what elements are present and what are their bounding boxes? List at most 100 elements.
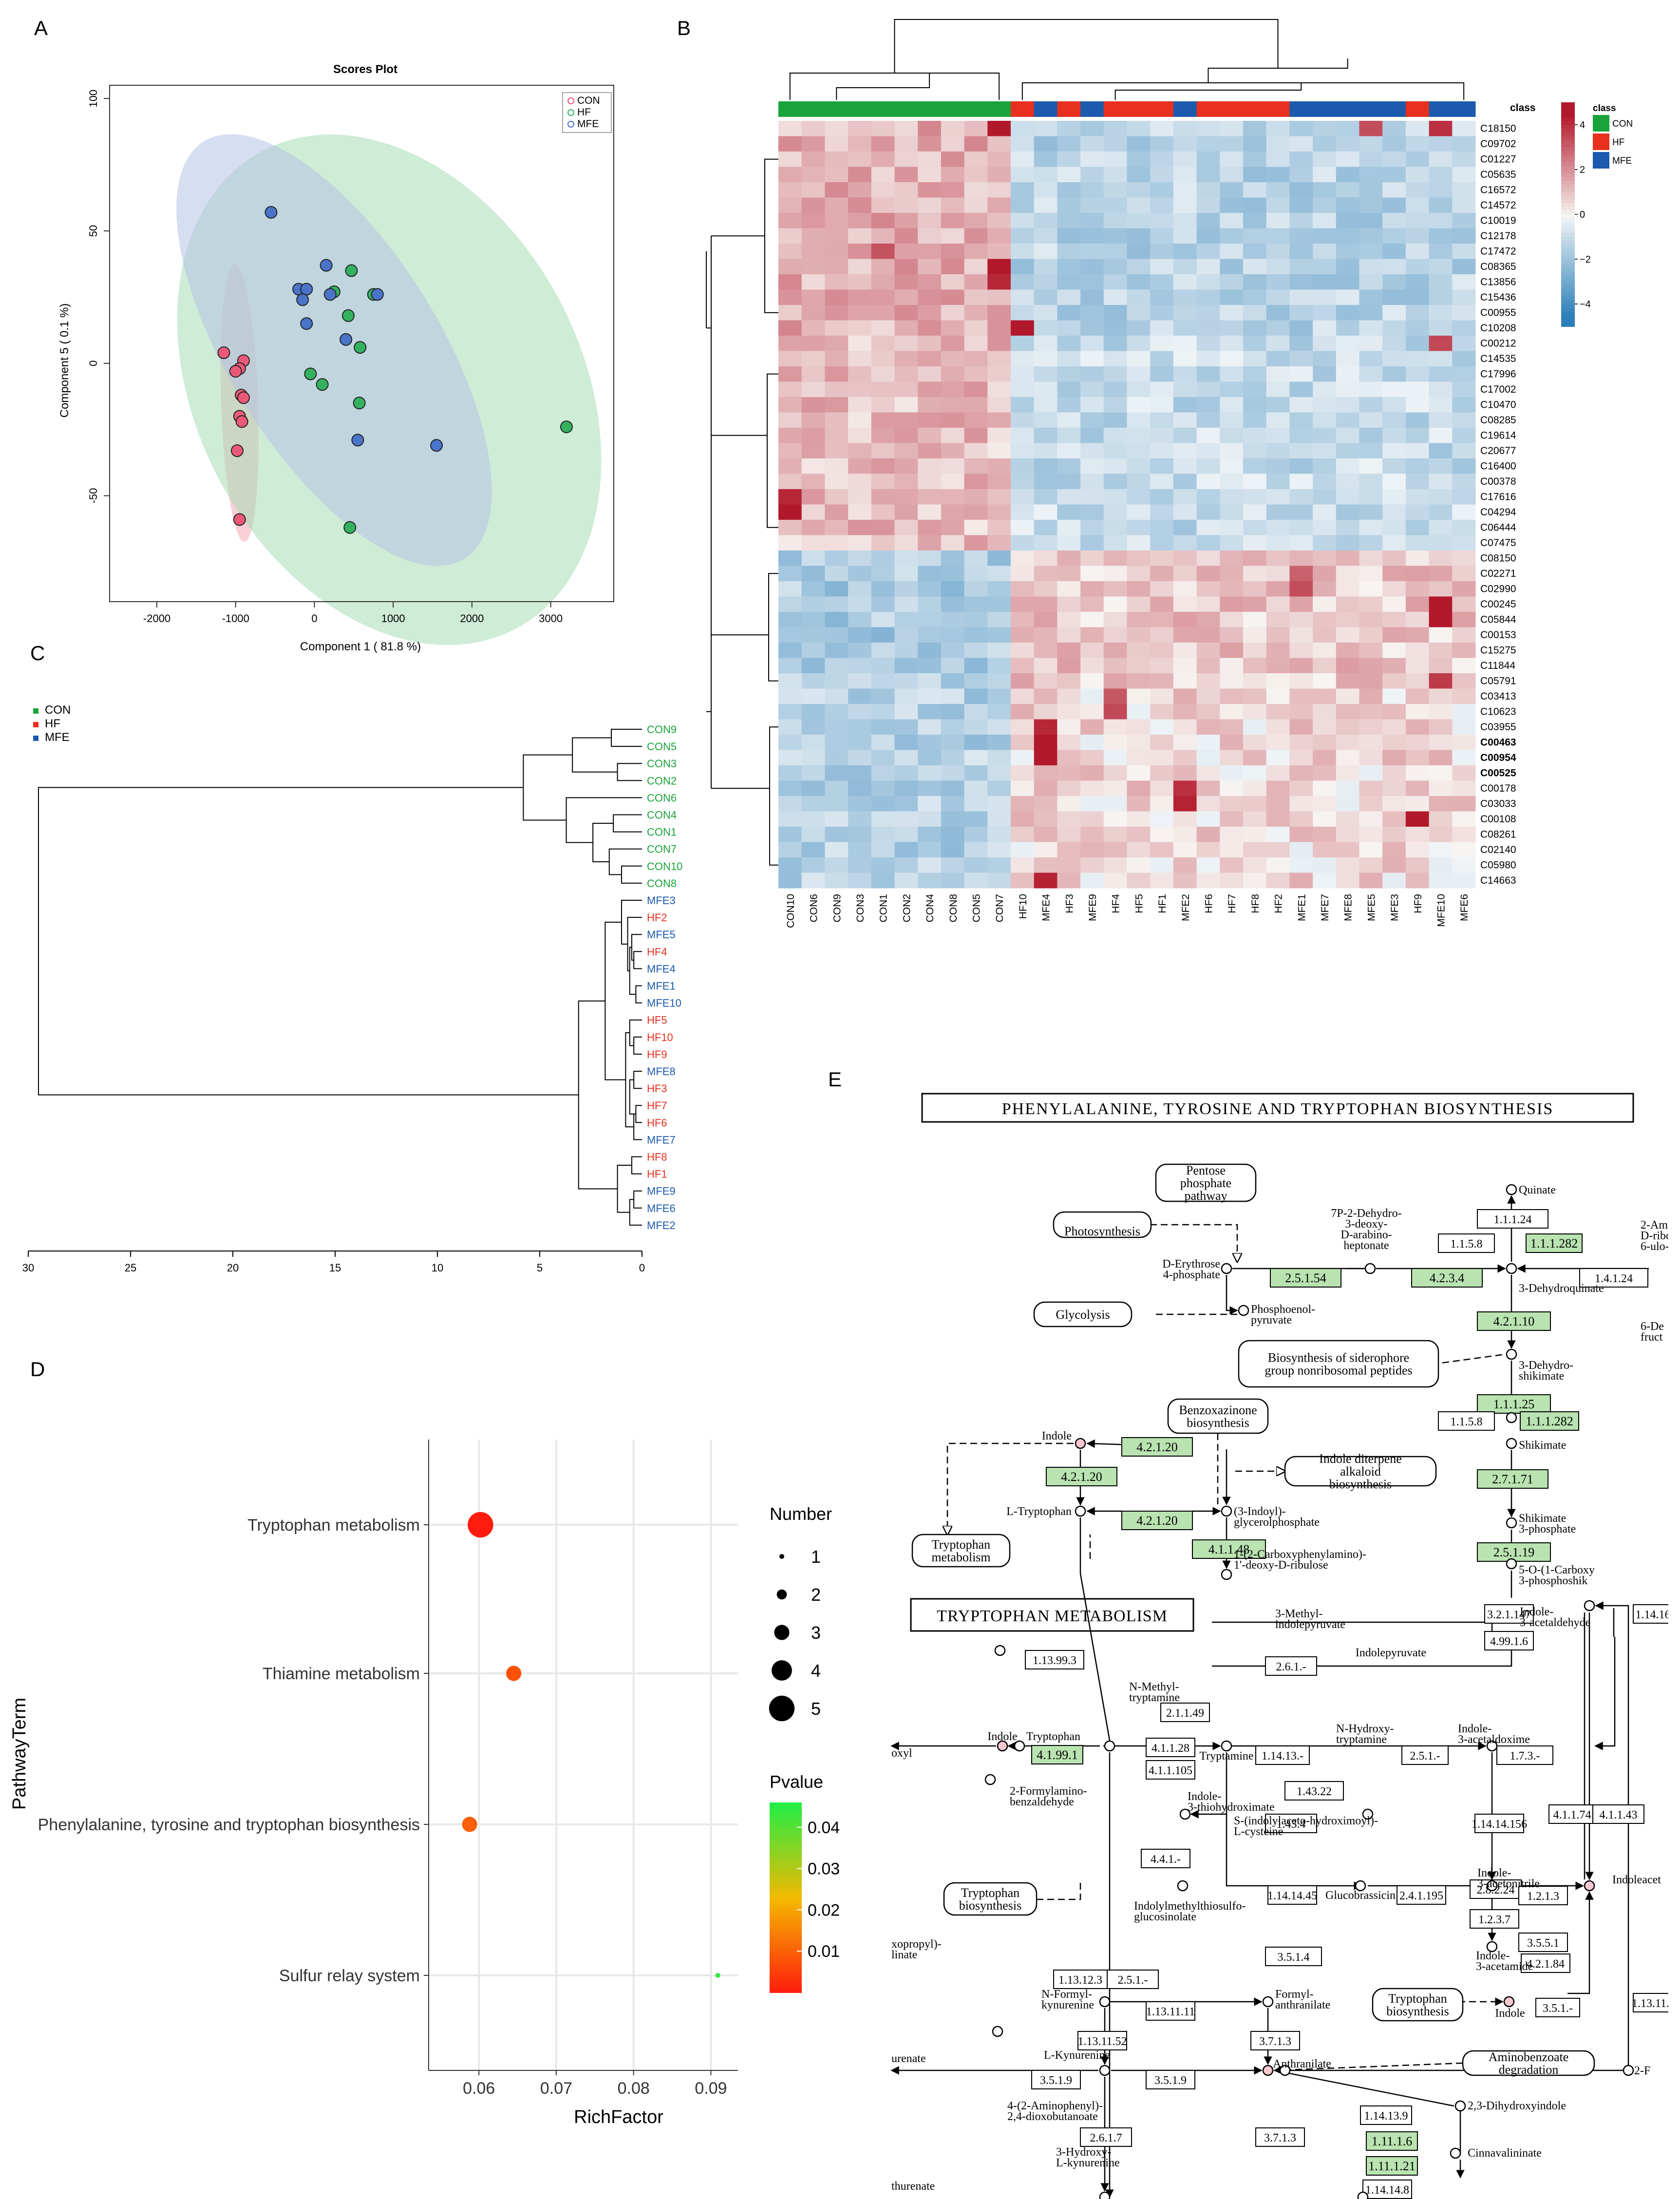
cell-C10019-CON5: [964, 213, 988, 228]
cell-C00378-CON6: [801, 474, 825, 490]
cell-C08261-HF2: [1266, 827, 1290, 842]
point-con-1: [217, 346, 230, 360]
cell-C00212-HF2: [1266, 336, 1290, 351]
cell-C14572-HF2: [1266, 197, 1290, 213]
column-label-mfe4: MFE4: [1041, 894, 1052, 921]
cell-C00378-HF8: [1243, 474, 1267, 490]
cell-C02271-CON10: [778, 566, 802, 582]
cell-C10470-CON10: [778, 397, 802, 413]
cell-C15275-HF3: [1057, 643, 1081, 658]
cell-C19614-CON6: [801, 428, 825, 443]
pathway-label-line: degradation: [1499, 2063, 1559, 2077]
cell-C17616-HF10: [1011, 489, 1035, 505]
cell-C00178-CON9: [825, 780, 849, 796]
cell-C00955-CON2: [894, 305, 918, 321]
cell-C15436-HF6: [1196, 289, 1220, 305]
cell-C09702-CON2: [894, 136, 918, 152]
pvalue-segment: [770, 1926, 802, 1930]
cell-C00178-CON8: [941, 780, 965, 796]
cell-C09702-CON5: [964, 136, 988, 152]
cell-C12178-CON3: [848, 228, 872, 244]
leaf-label-hf7: HF7: [647, 1100, 667, 1112]
cell-C02140-CON9: [825, 842, 849, 858]
column-label-con2: CON2: [901, 894, 912, 922]
reaction-line: [1037, 1880, 1081, 1900]
cell-C16572-MFE2: [1173, 182, 1197, 198]
cell-C17472-CON5: [964, 244, 988, 259]
cell-C14572-HF4: [1103, 197, 1127, 213]
cell-C12178-HF5: [1127, 228, 1151, 244]
enzyme-box: [1362, 2180, 1412, 2199]
cell-C17616-CON8: [941, 489, 965, 505]
point-mfe-5: [296, 293, 309, 306]
enrichment-plot-background: [429, 1440, 738, 2070]
compound-label: 4-(2-Aminophenyl)-: [1007, 2100, 1103, 2112]
cell-C03033-MFE4: [1034, 796, 1057, 812]
cell-C08285-MFE9: [1080, 412, 1104, 428]
cell-C17472-MFE5: [1359, 244, 1383, 259]
cell-C00955-CON6: [801, 305, 825, 321]
row-label-c04294: C04294: [1480, 507, 1516, 518]
compound-label: Indolylmethylthiosulfo-: [1134, 1900, 1246, 1913]
cell-C03033-MFE6: [1452, 796, 1476, 812]
cell-C12178-MFE3: [1382, 228, 1406, 244]
number-legend-dot-5: [769, 1695, 795, 1722]
cell-C17616-MFE7: [1313, 489, 1337, 505]
cell-C17472-CON6: [801, 244, 825, 259]
cell-C18150-HF2: [1266, 121, 1290, 136]
scale-tick-label: 0: [1580, 209, 1585, 220]
cell-C09702-MFE10: [1429, 136, 1453, 152]
cell-C17002-MFE5: [1359, 381, 1383, 398]
cell-C05791-CON9: [825, 673, 849, 689]
point-mfe-1: [264, 206, 278, 219]
scale-segment: [1561, 214, 1575, 219]
cell-C00153-MFE4: [1034, 627, 1057, 643]
cell-C17472-HF3: [1057, 244, 1081, 259]
cell-C19614-CON4: [918, 428, 942, 443]
cell-C15436-HF4: [1103, 289, 1127, 305]
cell-C02140-MFE1: [1289, 842, 1313, 858]
cell-C00378-CON10: [778, 474, 802, 490]
column-label-hf8: HF8: [1250, 894, 1261, 913]
pathway-label-thiamine-metabolism: Thiamine metabolism: [263, 1665, 420, 1683]
cell-C08150-CON2: [894, 550, 918, 566]
enzyme-label: 1.1.5.8: [1451, 1416, 1483, 1428]
pvalue-segment: [770, 1954, 802, 1958]
x-tick-label: 0.07: [540, 2079, 572, 2098]
scale-segment: [1561, 181, 1575, 185]
cell-C02990-HF4: [1103, 581, 1127, 597]
cell-C05791-MFE4: [1034, 673, 1057, 689]
cell-C15436-HF2: [1266, 289, 1290, 305]
cell-C13856-MFE8: [1336, 274, 1359, 290]
pathway-box: [1033, 1301, 1133, 1327]
cell-C00245-MFE4: [1034, 596, 1057, 612]
compound-node: [1486, 1880, 1498, 1892]
cell-C16572-MFE5: [1359, 182, 1383, 198]
cell-C00212-CON6: [801, 336, 825, 351]
cell-C17996-HF7: [1220, 366, 1244, 382]
cell-C00108-CON2: [894, 811, 918, 827]
cell-C06444-MFE9: [1080, 520, 1104, 535]
row-label-c00212: C00212: [1480, 338, 1516, 349]
enzyme-label: 4.2.1.20: [1136, 1514, 1178, 1528]
cell-C17002-HF2: [1266, 381, 1290, 398]
cell-C04294-CON4: [918, 504, 942, 520]
compound-label: linate: [891, 1949, 917, 1961]
cell-C00178-HF7: [1220, 780, 1244, 796]
cell-C01227-HF7: [1220, 152, 1244, 167]
cell-C02140-MFE4: [1034, 842, 1057, 858]
cell-C14663-MFE5: [1359, 872, 1383, 889]
cell-C01227-CON3: [848, 152, 872, 167]
cell-C00955-HF6: [1196, 305, 1220, 321]
cell-C00955-CON10: [778, 305, 802, 321]
cell-C00108-CON6: [801, 811, 825, 827]
enzyme-box: [1484, 1631, 1534, 1650]
cell-C00178-CON1: [871, 780, 895, 796]
cell-C17996-HF3: [1057, 366, 1081, 382]
cell-C17472-MFE6: [1452, 244, 1476, 259]
cell-C05980-MFE10: [1429, 857, 1453, 873]
cell-C02271-MFE1: [1289, 566, 1313, 582]
row-label-c00378: C00378: [1480, 476, 1516, 487]
cell-C02140-CON2: [894, 842, 918, 858]
